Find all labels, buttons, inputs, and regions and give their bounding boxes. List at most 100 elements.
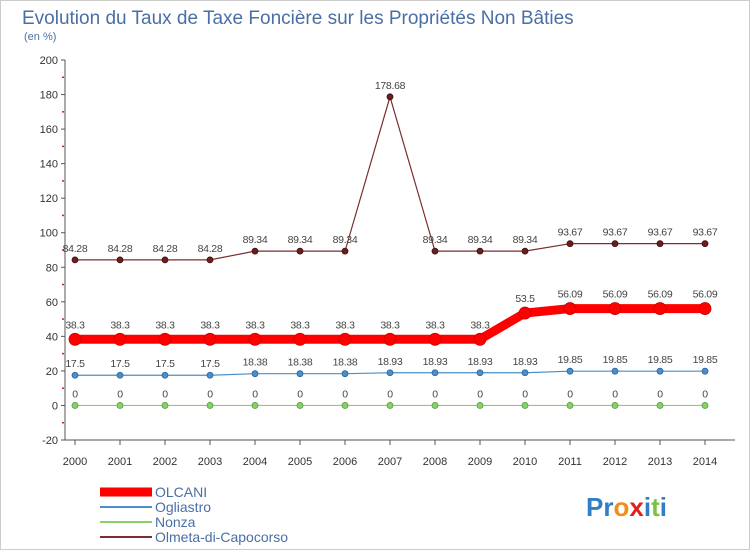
data-point-nonza [521,402,529,409]
data-label-ogliastro: 19.85 [648,354,673,366]
data-point-ogliastro [296,370,304,378]
data-point-ogliastro [251,370,259,378]
x-tick-label: 2006 [333,456,357,468]
data-point-olmeta-di-capocorso [341,247,349,255]
data-label-olcani: 56.09 [648,289,673,301]
data-point-olcani [248,332,262,346]
y-tick-label: 120 [40,193,58,205]
y-tick-label: 60 [46,297,58,309]
data-point-nonza [656,402,664,409]
x-tick-label: 2000 [63,456,87,468]
data-point-nonza [116,402,124,409]
data-point-ogliastro [116,371,124,379]
data-label-olmeta-di-capocorso: 178.68 [375,80,406,92]
data-point-olmeta-di-capocorso [521,247,529,255]
data-label-olmeta-di-capocorso: 89.34 [288,234,313,246]
data-label-ogliastro: 18.38 [243,357,268,369]
data-point-olmeta-di-capocorso [206,256,214,264]
data-label-olmeta-di-capocorso: 89.34 [468,234,493,246]
data-label-olmeta-di-capocorso: 84.28 [153,243,178,255]
data-point-olmeta-di-capocorso [566,240,574,248]
x-tick-label: 2011 [558,456,582,468]
data-point-olcani [158,332,172,346]
y-tick-label: 80 [46,262,58,274]
data-label-nonza: 0 [432,388,438,400]
data-point-olmeta-di-capocorso [611,240,619,248]
x-tick-label: 2007 [378,456,402,468]
data-label-nonza: 0 [297,388,303,400]
data-label-ogliastro: 18.93 [378,356,403,368]
data-point-nonza [611,402,619,409]
y-tick-label: 100 [40,228,58,240]
data-point-olcani [473,332,487,346]
x-tick-label: 2013 [648,456,672,468]
y-tick-label: 140 [40,159,58,171]
data-point-nonza [251,402,259,409]
data-point-ogliastro [206,371,214,379]
data-label-olcani: 38.3 [65,319,85,331]
data-point-olmeta-di-capocorso [656,240,664,248]
data-point-olcani [113,332,127,346]
data-label-olcani: 38.3 [245,319,265,331]
legend-label-nonza: Nonza [155,514,196,530]
data-label-nonza: 0 [252,388,258,400]
x-tick-label: 2014 [693,456,717,468]
y-tick-label: -20 [42,435,58,447]
data-point-olcani [653,302,667,315]
data-point-olcani [203,332,217,346]
series-layer [68,93,712,409]
data-label-olmeta-di-capocorso: 89.34 [243,234,268,246]
y-tick-label: 200 [40,55,58,67]
data-point-ogliastro [161,371,169,379]
x-tick-label: 2009 [468,456,492,468]
data-point-olcani [338,332,352,346]
data-point-nonza [71,402,79,409]
y-tick-label: 0 [52,400,58,412]
data-point-olcani [563,302,577,315]
data-point-olcani [518,306,532,320]
data-point-ogliastro [521,369,529,377]
data-label-nonza: 0 [387,388,393,400]
data-label-olcani: 38.3 [290,319,310,331]
brand-letter: t [651,492,660,522]
data-point-olcani [698,302,712,315]
data-point-olmeta-di-capocorso [161,256,169,264]
data-label-olcani: 56.09 [558,289,583,301]
x-tick-label: 2010 [513,456,537,468]
y-tick-label: 20 [46,366,58,378]
data-point-olmeta-di-capocorso [431,247,439,255]
data-label-ogliastro: 17.5 [200,358,220,370]
data-point-ogliastro [611,367,619,375]
data-label-nonza: 0 [567,388,573,400]
x-tick-label: 2002 [153,456,177,468]
data-label-nonza: 0 [657,388,663,400]
data-label-olcani: 38.3 [200,319,220,331]
data-point-olmeta-di-capocorso [476,247,484,255]
data-label-olcani: 56.09 [693,289,718,301]
data-label-nonza: 0 [207,388,213,400]
x-tick-label: 2004 [243,456,267,468]
data-label-olmeta-di-capocorso: 93.67 [558,227,583,239]
data-label-olmeta-di-capocorso: 84.28 [198,243,223,255]
chart-title: Evolution du Taux de Taxe Foncière sur l… [22,8,574,29]
y-tick-label: 40 [46,331,58,343]
legend-label-ogliastro: Ogliastro [155,499,211,515]
data-label-olcani: 38.3 [110,319,130,331]
data-label-nonza: 0 [72,388,78,400]
data-point-nonza [296,402,304,409]
data-point-olcani [608,302,622,315]
x-tick-label: 2008 [423,456,447,468]
data-label-olmeta-di-capocorso: 93.67 [603,227,628,239]
data-point-ogliastro [431,369,439,377]
data-point-nonza [161,402,169,409]
data-point-ogliastro [386,369,394,377]
chart-subtitle: (en %) [24,31,56,43]
data-label-ogliastro: 17.5 [155,358,175,370]
brand-letter: i [644,492,651,522]
x-tick-label: 2005 [288,456,312,468]
data-point-olmeta-di-capocorso [701,240,709,248]
data-point-ogliastro [341,370,349,378]
data-label-nonza: 0 [117,388,123,400]
